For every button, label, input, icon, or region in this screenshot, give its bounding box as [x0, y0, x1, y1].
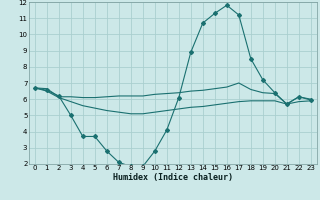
X-axis label: Humidex (Indice chaleur): Humidex (Indice chaleur) [113, 173, 233, 182]
